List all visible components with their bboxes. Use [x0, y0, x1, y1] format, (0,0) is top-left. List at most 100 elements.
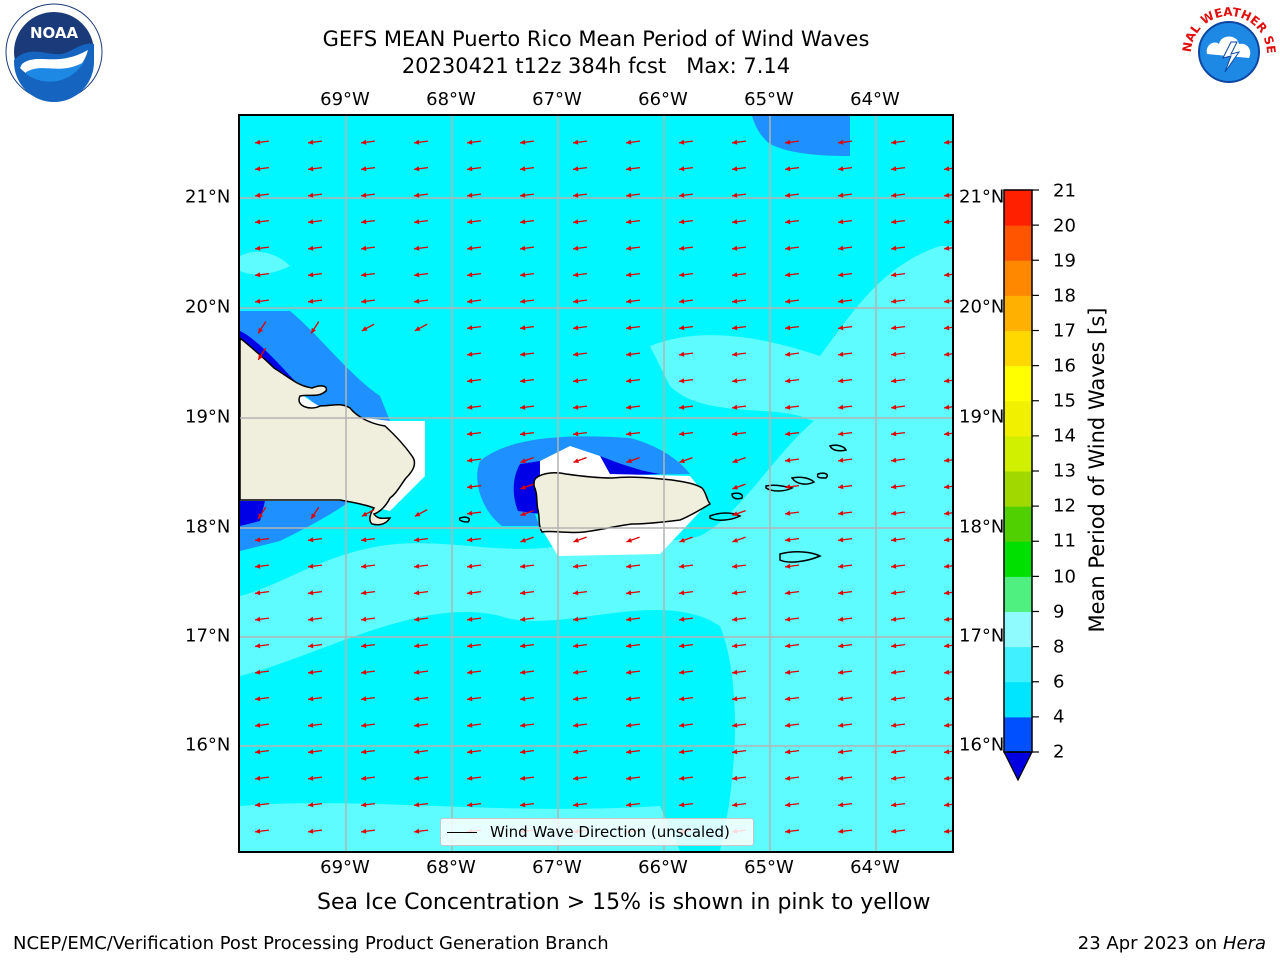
wind-wave-arrow	[678, 298, 694, 304]
wind-wave-arrow	[837, 537, 853, 543]
wind-wave-arrow	[625, 590, 641, 596]
wind-wave-arrow	[310, 506, 320, 520]
wind-wave-arrow	[784, 325, 800, 331]
colorbar-segment	[1004, 576, 1032, 612]
wind-wave-arrow	[890, 272, 906, 278]
wind-wave-arrow	[837, 722, 853, 728]
wind-wave-arrow	[519, 590, 535, 596]
wind-wave-arrow	[731, 749, 747, 755]
lat-label-left: 16°N	[185, 734, 231, 756]
lon-label-bottom: 66°W	[638, 857, 688, 878]
wind-wave-arrow	[784, 802, 800, 808]
wind-wave-arrow	[572, 245, 588, 251]
wind-wave-arrow	[307, 749, 323, 755]
footer-date-host: 23 Apr 2023 on Hera	[1078, 933, 1266, 954]
wind-wave-arrow	[254, 696, 270, 702]
lon-label-top: 68°W	[426, 89, 476, 110]
wind-wave-arrow	[466, 219, 482, 225]
wind-wave-arrow	[466, 351, 482, 357]
wind-wave-arrow	[360, 537, 376, 543]
wind-wave-arrow	[837, 828, 853, 834]
lon-label-bottom: 69°W	[320, 857, 370, 878]
wind-wave-arrow	[572, 351, 588, 357]
wind-wave-arrow	[572, 378, 588, 384]
wind-wave-arrow	[466, 802, 482, 808]
wind-wave-arrow	[572, 749, 588, 755]
wind-wave-arrow	[413, 616, 429, 622]
colorbar-segment	[1004, 260, 1032, 296]
wind-wave-arrow	[625, 431, 641, 437]
wind-wave-arrow	[837, 484, 853, 490]
wind-wave-arrow	[254, 166, 270, 172]
wind-wave-arrow	[572, 616, 588, 622]
wind-wave-arrow	[519, 139, 535, 145]
wind-wave-arrow	[784, 643, 800, 649]
wind-wave-arrow	[519, 298, 535, 304]
wind-wave-arrow	[572, 272, 588, 278]
wind-wave-arrow	[626, 536, 640, 543]
wind-wave-arrow	[625, 139, 641, 145]
wind-wave-arrow	[360, 749, 376, 755]
wind-wave-arrow	[679, 456, 693, 464]
wind-wave-arrow	[413, 669, 429, 675]
colorbar-under-triangle	[1003, 751, 1033, 782]
wind-wave-arrow	[890, 192, 906, 198]
lat-label-right: 16°N	[959, 734, 1005, 756]
wind-wave-arrow	[678, 616, 694, 622]
wind-wave-arrow	[731, 192, 747, 198]
wind-wave-arrow	[466, 722, 482, 728]
colorbar-tick-label: 12	[1053, 495, 1076, 517]
wind-wave-arrow	[837, 298, 853, 304]
lon-label-bottom: 68°W	[426, 857, 476, 878]
lon-label-top: 64°W	[850, 89, 900, 110]
wind-wave-arrow	[519, 775, 535, 781]
wind-wave-arrow	[678, 749, 694, 755]
wind-wave-arrow	[519, 722, 535, 728]
wind-wave-arrow	[837, 616, 853, 622]
wind-wave-arrow	[784, 510, 800, 516]
wind-wave-arrow	[413, 245, 429, 251]
wind-wave-arrow	[943, 378, 952, 384]
lon-label-top: 67°W	[532, 89, 582, 110]
lat-label-left: 17°N	[185, 625, 231, 647]
wind-wave-arrow	[732, 536, 746, 543]
wind-wave-arrow	[307, 139, 323, 145]
wind-wave-arrow	[573, 536, 587, 543]
wind-wave-arrow	[254, 749, 270, 755]
wind-wave-arrow	[519, 802, 535, 808]
wind-wave-arrow	[466, 457, 482, 463]
wind-wave-arrow	[413, 775, 429, 781]
wind-wave-arrow	[519, 351, 535, 357]
colorbar-tick-label: 17	[1053, 320, 1076, 342]
wind-wave-arrow	[572, 325, 588, 331]
lat-label-right: 19°N	[959, 406, 1005, 428]
wind-wave-arrow	[784, 749, 800, 755]
wind-wave-arrow	[307, 537, 323, 543]
wind-wave-arrow	[678, 590, 694, 596]
nws-logo: NATIONAL WEATHER SERVICE	[1179, 2, 1278, 98]
wind-wave-arrow	[466, 431, 482, 437]
wind-wave-direction-arrows	[254, 139, 952, 834]
wind-wave-arrow	[678, 272, 694, 278]
wind-wave-arrow	[890, 802, 906, 808]
svg-text:NOAA: NOAA	[30, 24, 79, 42]
wind-wave-arrow	[466, 192, 482, 198]
wind-wave-arrow	[678, 696, 694, 702]
lon-label-bottom: 65°W	[744, 857, 794, 878]
wind-wave-arrow	[890, 245, 906, 251]
wind-wave-arrow	[360, 245, 376, 251]
band-under-2-hispaniola-south	[240, 501, 265, 526]
colorbar-segment	[1004, 716, 1032, 753]
wind-wave-arrow	[519, 616, 535, 622]
wind-wave-arrow	[254, 828, 270, 834]
wind-wave-arrow	[254, 245, 270, 251]
wind-wave-arrow	[943, 166, 952, 172]
wind-wave-arrow	[943, 272, 952, 278]
wind-wave-arrow	[678, 351, 694, 357]
wind-wave-arrow	[254, 537, 270, 543]
wind-wave-arrow	[520, 536, 534, 543]
wind-wave-arrow	[360, 669, 376, 675]
wind-wave-arrow	[943, 351, 952, 357]
wind-wave-arrow	[307, 219, 323, 225]
wind-wave-arrow	[572, 643, 588, 649]
